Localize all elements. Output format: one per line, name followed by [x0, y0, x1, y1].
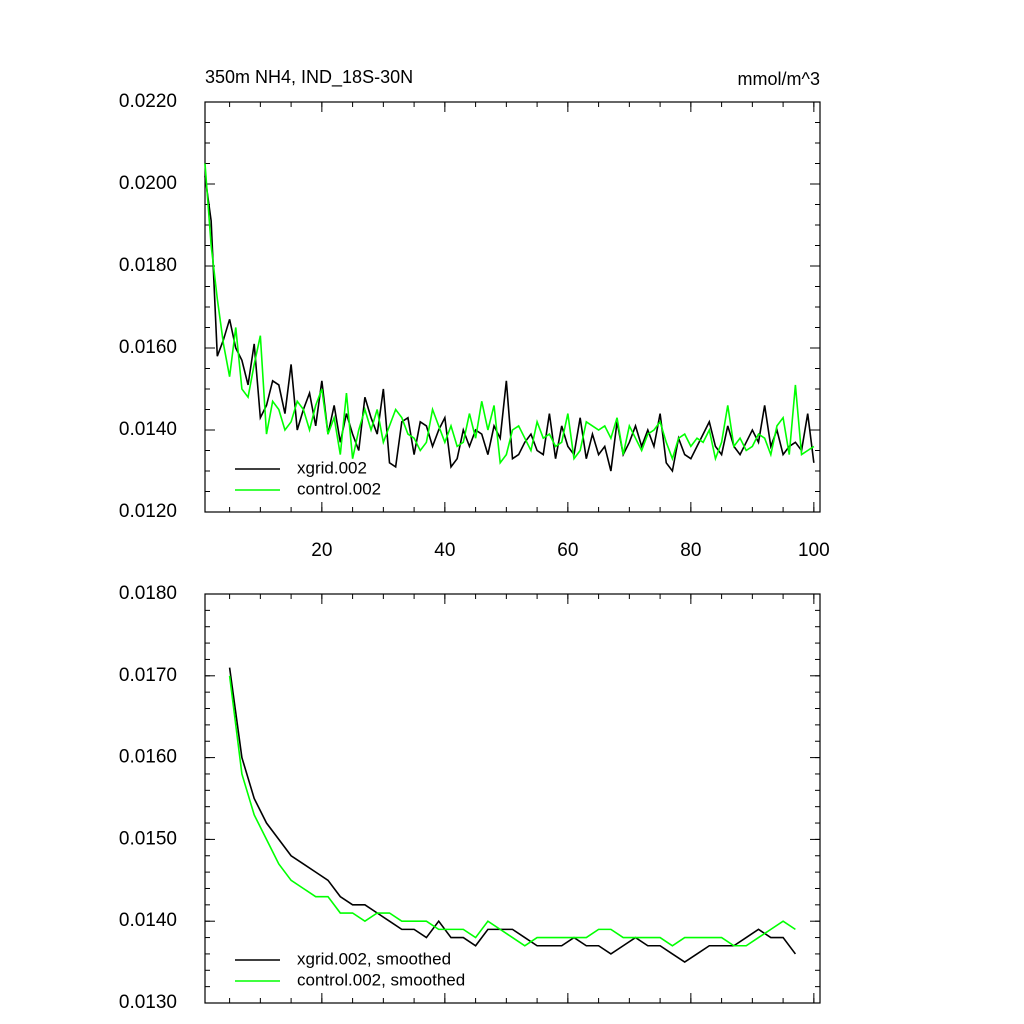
- y-tick-label: 0.0170: [119, 665, 177, 686]
- y-tick-label: 0.0130: [119, 992, 177, 1013]
- y-tick-label: 0.0220: [119, 91, 177, 112]
- x-tick-label: 60: [557, 540, 578, 561]
- series-line: [228, 667, 797, 964]
- y-tick-label: 0.0180: [119, 255, 177, 276]
- y-tick-label: 0.0160: [119, 337, 177, 358]
- legend-label: control.002: [297, 479, 381, 498]
- series-line: [204, 163, 815, 465]
- y-tick-label: 0.0140: [119, 910, 177, 931]
- units-label: mmol/m^3: [738, 69, 820, 89]
- chart-title: 350m NH4, IND_18S-30N: [205, 67, 413, 88]
- legend-label: control.002, smoothed: [297, 970, 465, 989]
- y-tick-label: 0.0180: [119, 583, 177, 604]
- legend-label: xgrid.002, smoothed: [297, 949, 451, 968]
- y-tick-label: 0.0200: [119, 173, 177, 194]
- x-tick-label: 40: [434, 540, 455, 561]
- x-tick-label: 20: [311, 540, 332, 561]
- y-tick-label: 0.0120: [119, 501, 177, 522]
- x-tick-label: 100: [798, 540, 830, 561]
- series-line: [228, 675, 796, 947]
- plot-frame: [204, 593, 821, 1004]
- legend-label: xgrid.002: [297, 458, 367, 477]
- y-tick-label: 0.0160: [119, 747, 177, 768]
- series-line: [204, 175, 815, 473]
- x-tick-label: 80: [680, 540, 701, 561]
- y-tick-label: 0.0140: [119, 419, 177, 440]
- y-tick-label: 0.0150: [119, 828, 177, 849]
